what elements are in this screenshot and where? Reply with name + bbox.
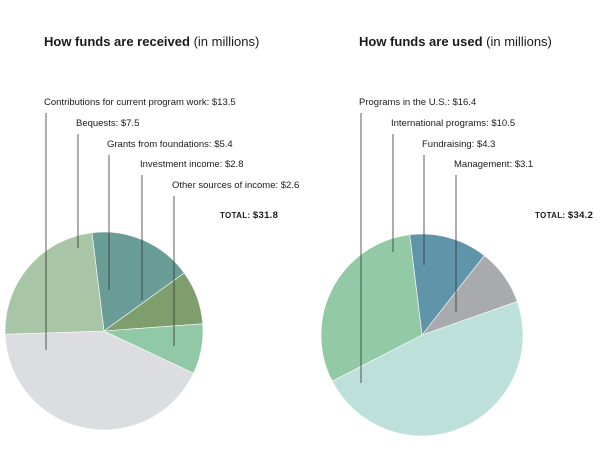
slice-label-international: International programs: $10.5	[391, 118, 516, 129]
slice-label-grants: Grants from foundations: $5.4	[107, 139, 233, 150]
slice-label-bequests: Bequests: $7.5	[76, 118, 140, 129]
slice-label-other: Other sources of income: $2.6	[172, 180, 300, 191]
title-unit: (in millions)	[193, 34, 260, 49]
slice-label-programs-us: Programs in the U.S.: $16.4	[359, 97, 477, 108]
pie-used	[320, 233, 524, 437]
title-bold: How funds are used	[359, 34, 483, 49]
pie-slice-fundraising	[409, 233, 485, 336]
slice-label-contributions: Contributions for current program work: …	[44, 97, 236, 108]
total-label: TOTAL:	[220, 211, 251, 220]
total-value: $31.8	[252, 210, 279, 221]
pie-slice-grants-from-foundations	[91, 231, 185, 332]
total-received: TOTAL: $31.8	[220, 210, 278, 221]
total-value: $34.2	[567, 210, 594, 221]
title-unit: (in millions)	[486, 34, 552, 49]
pie-received	[4, 231, 204, 431]
total-label: TOTAL:	[535, 211, 566, 220]
slice-label-investment: Investment income: $2.8	[140, 159, 244, 170]
title-bold: How funds are received	[44, 34, 190, 49]
pie-slice-bequests	[4, 232, 105, 335]
leader-lines	[45, 113, 457, 383]
slice-label-management: Management: $3.1	[454, 159, 534, 170]
panel-funds-received: How funds are received (in millions) Con…	[44, 34, 300, 221]
pie-slice-international-programs	[320, 234, 423, 382]
panel-funds-used: How funds are used (in millions) Program…	[301, 0, 602, 455]
pie-slice-programs-in-the-u-s	[331, 301, 524, 437]
chart-title-used: How funds are used (in millions)	[359, 34, 552, 49]
pie-slice-contributions-for-current-program-work	[4, 330, 194, 431]
total-used: TOTAL: $34.2	[535, 210, 593, 221]
slice-label-fundraising: Fundraising: $4.3	[422, 139, 496, 150]
chart-title-received: How funds are received (in millions)	[44, 34, 259, 49]
